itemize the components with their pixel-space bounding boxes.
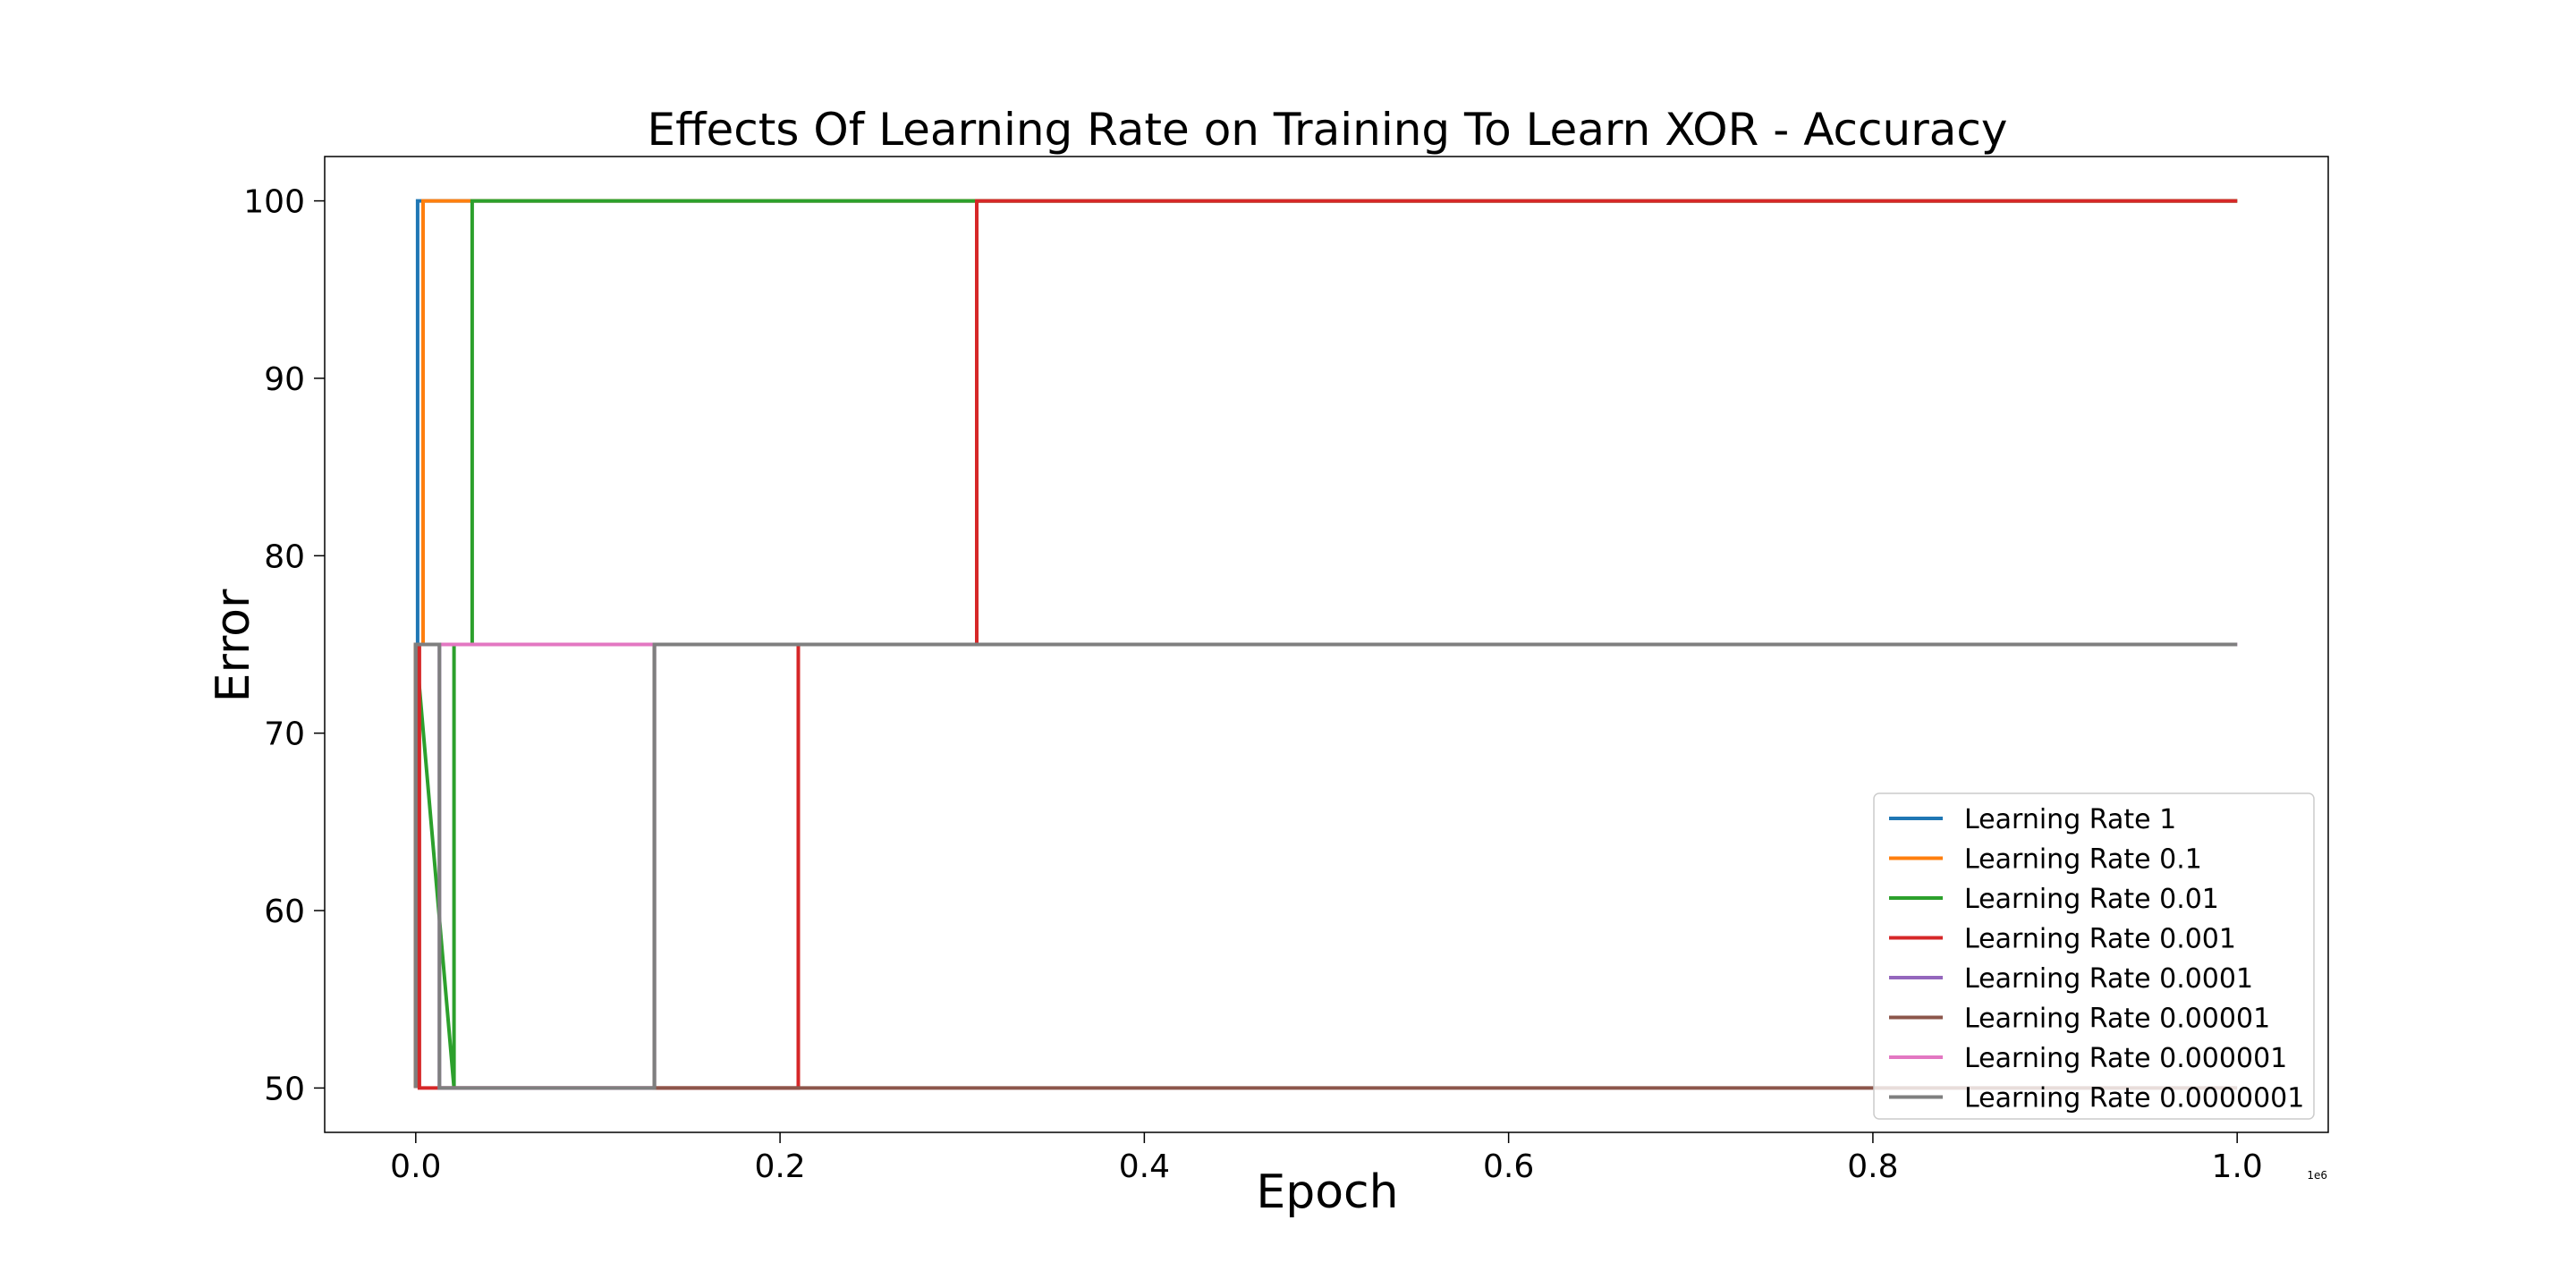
- x-tick-label: 0.2: [754, 1148, 805, 1185]
- plot-lines: [413, 199, 2238, 1090]
- y-tick-label: 90: [264, 361, 305, 398]
- legend-label: Learning Rate 0.01: [1964, 884, 2219, 915]
- y-axis-ticks: 50 60 70 80 90 100: [243, 184, 325, 1107]
- legend-label: Learning Rate 0.0000001: [1964, 1083, 2304, 1114]
- y-tick-label: 70: [264, 716, 305, 753]
- legend-label: Learning Rate 0.1: [1964, 844, 2202, 876]
- legend-label: Learning Rate 0.0001: [1964, 963, 2253, 995]
- x-axis-ticks: 0.0 0.2 0.4 0.6 0.8 1.0: [390, 1132, 2263, 1185]
- x-tick-label: 0.4: [1119, 1148, 1170, 1185]
- legend: Learning Rate 1 Learning Rate 0.1 Learning…: [1873, 792, 2315, 1120]
- y-tick-label: 60: [264, 894, 305, 930]
- x-axis-label: Epoch: [1256, 1165, 1398, 1219]
- legend-label: Learning Rate 1: [1964, 804, 2176, 835]
- plot-frame: [324, 156, 2329, 1133]
- series-line-8: [413, 642, 2238, 1090]
- y-tick-label: 100: [243, 184, 305, 221]
- y-tick-label: 80: [264, 538, 305, 575]
- x-tick-label: 0.0: [390, 1148, 441, 1185]
- x-tick-label: 0.8: [1847, 1148, 1898, 1185]
- legend-box: [1873, 792, 2315, 1120]
- x-axis-offset-label: 1e6: [2307, 1169, 2327, 1182]
- x-tick-label: 0.6: [1483, 1148, 1534, 1185]
- legend-label: Learning Rate 0.000001: [1964, 1043, 2287, 1074]
- legend-label: Learning Rate 0.00001: [1964, 1004, 2270, 1035]
- legend-items: Learning Rate 1 Learning Rate 0.1 Learning…: [1889, 804, 2304, 1114]
- legend-label: Learning Rate 0.001: [1964, 924, 2236, 955]
- y-tick-label: 50: [264, 1071, 305, 1107]
- y-axis-label: Error: [207, 589, 260, 702]
- x-tick-label: 1.0: [2212, 1148, 2263, 1185]
- chart-title: Effects Of Learning Rate on Training To …: [648, 104, 2008, 156]
